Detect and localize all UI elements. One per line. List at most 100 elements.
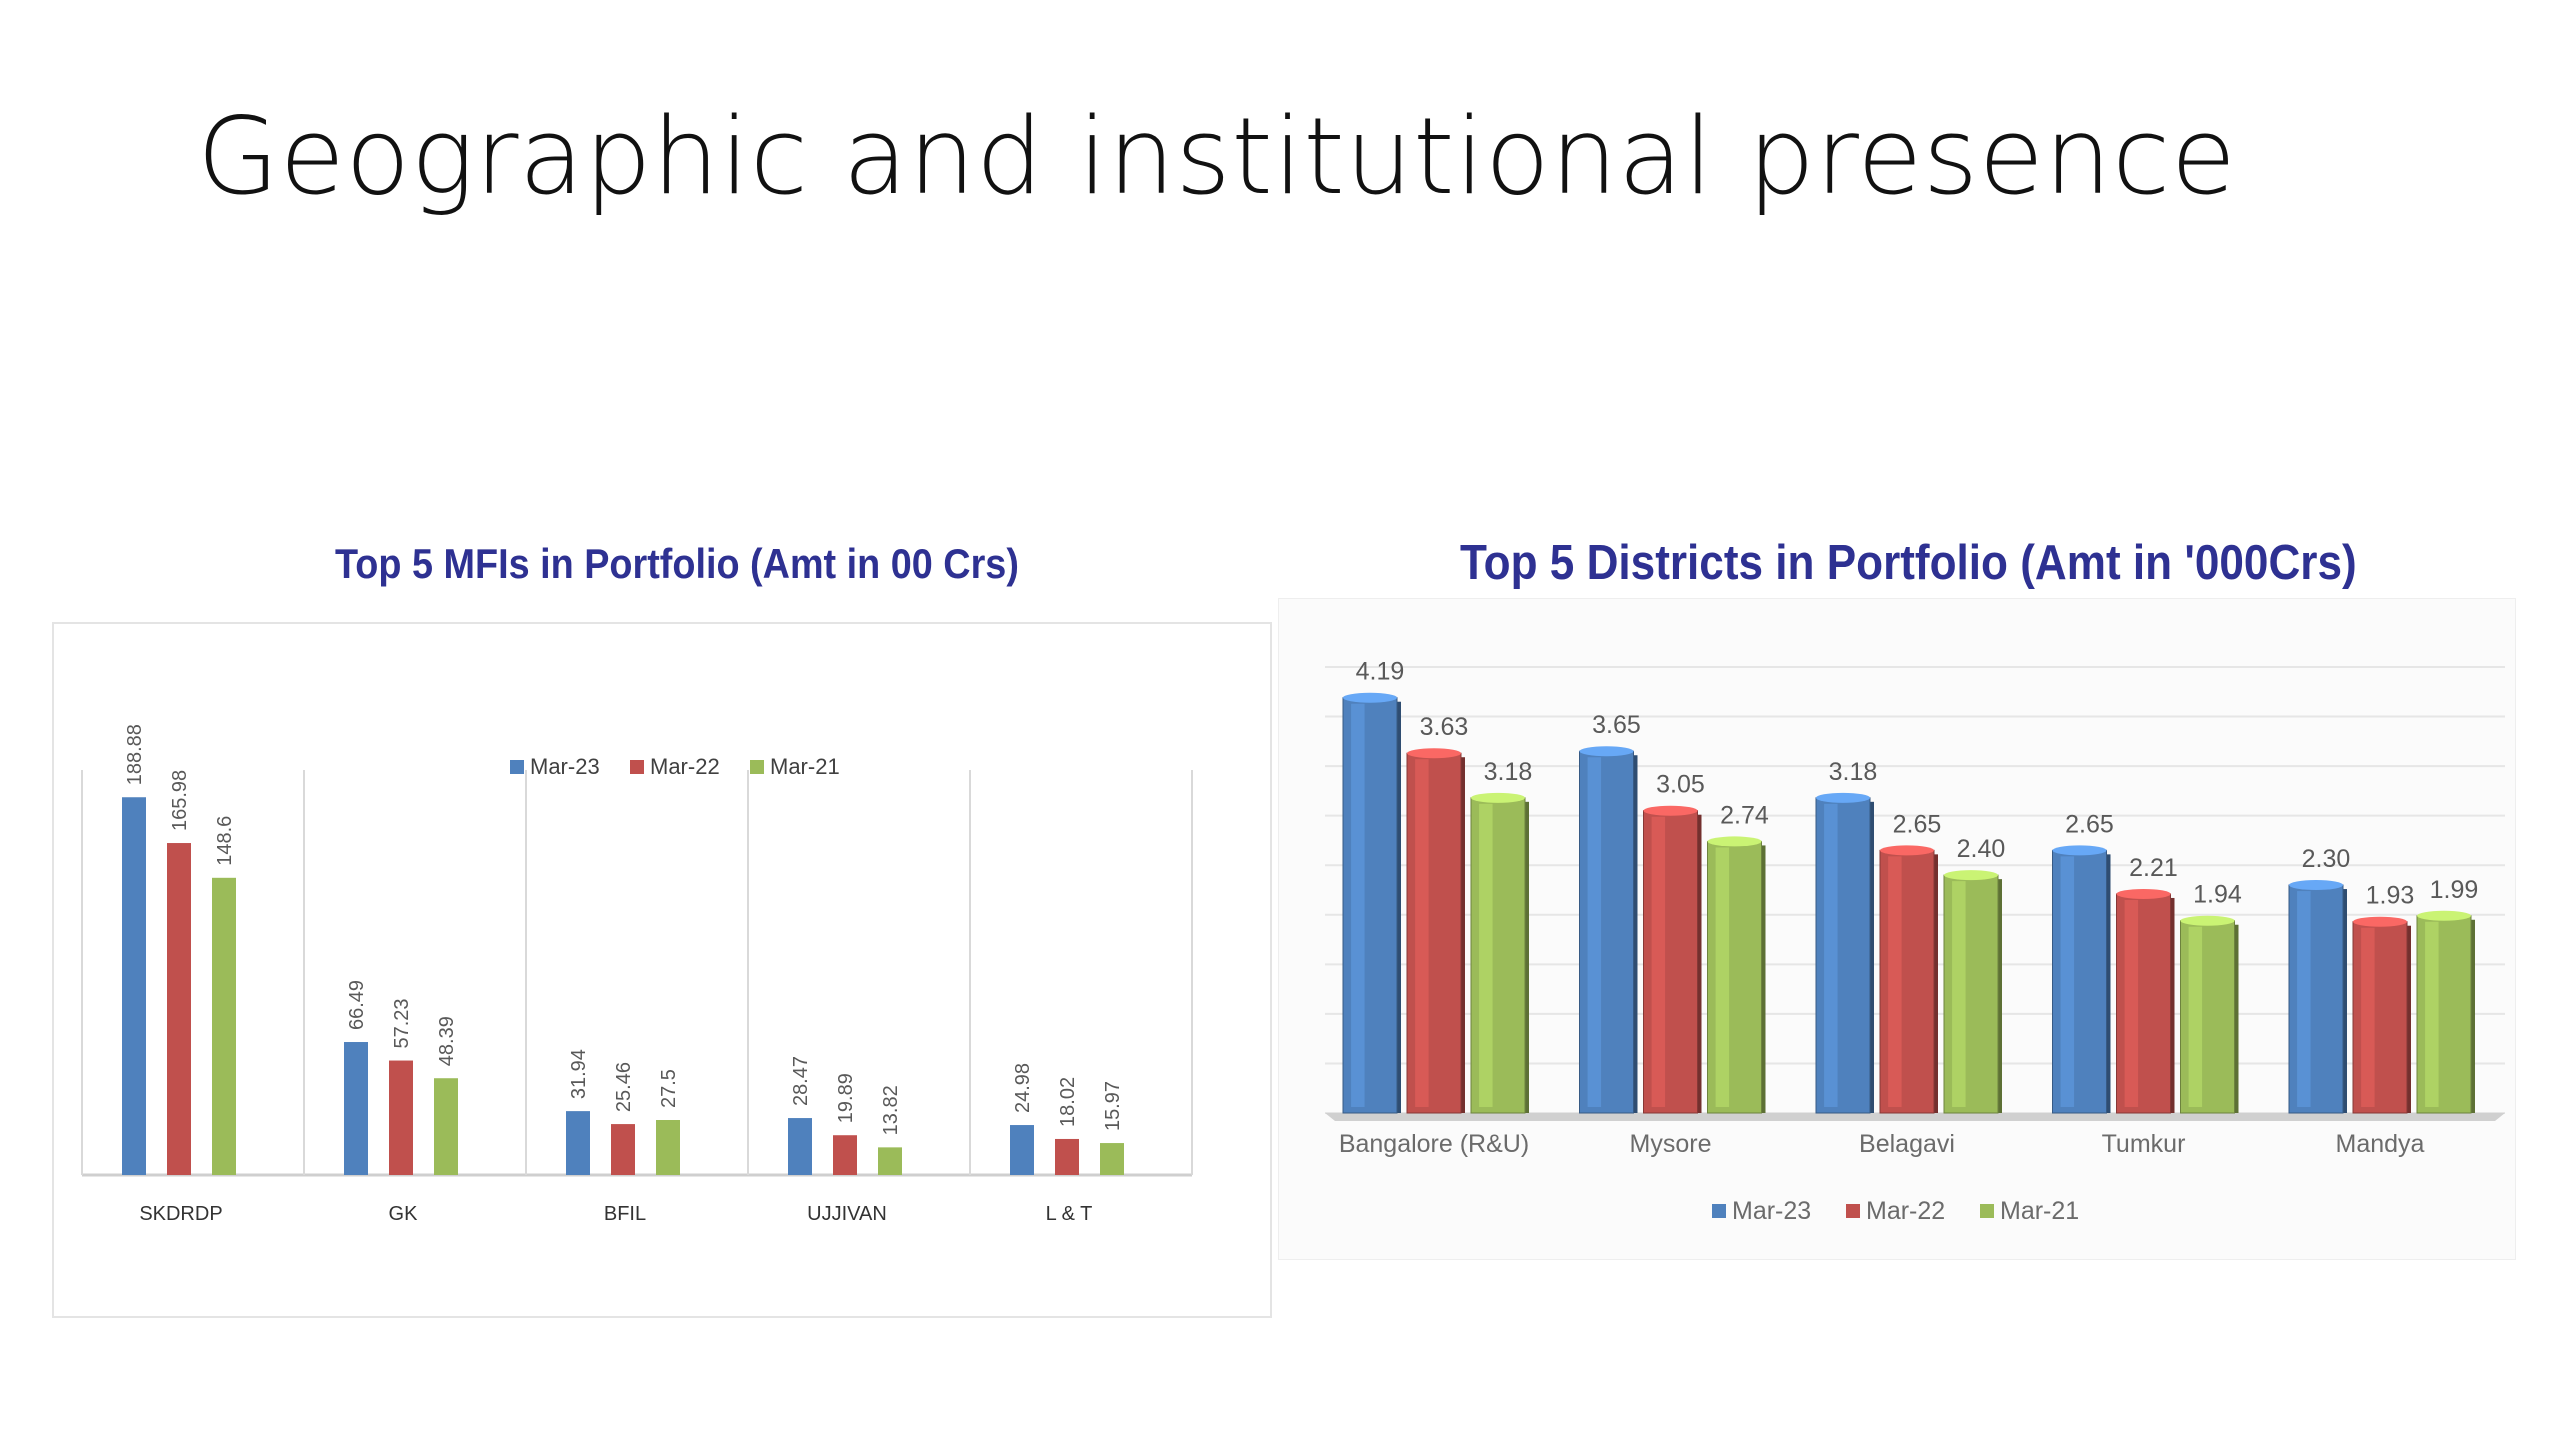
- bar-highlight: [2060, 856, 2075, 1107]
- legend-label-mar-21: Mar-21: [770, 754, 840, 779]
- category-label-bangalore-r-u: Bangalore (R&U): [1339, 1130, 1529, 1158]
- bar-top: [2417, 910, 2471, 921]
- bar-top: [1579, 746, 1634, 757]
- category-label-bfil: BFIL: [604, 1203, 646, 1225]
- data-label-l-t-mar-22: 18.02: [1057, 1077, 1079, 1127]
- bar-bangalore-r-u-mar-23: [1342, 692, 1401, 1114]
- legend-label-mar-21: Mar-21: [2000, 1197, 2079, 1225]
- data-label-belagavi-mar-23: 3.18: [1829, 758, 1878, 786]
- bar-top: [1643, 805, 1698, 816]
- legend-swatch-mar-21: [1980, 1204, 1994, 1218]
- bar-belagavi-mar-21: [1943, 870, 2002, 1114]
- mfi-chart-title: Top 5 MFIs in Portfolio (Amt in 00 Crs): [335, 540, 1019, 587]
- bar-highlight: [1587, 757, 1602, 1107]
- legend-swatch-mar-23: [510, 760, 524, 774]
- bar-highlight: [2297, 891, 2311, 1107]
- data-label-bfil-mar-22: 25.46: [613, 1062, 635, 1112]
- category-label-l-t: L & T: [1046, 1203, 1093, 1225]
- data-label-bangalore-r-u-mar-22: 3.63: [1420, 713, 1469, 741]
- bar-mysore-mar-21: [1707, 836, 1766, 1114]
- bar-l-t-mar-23: [1010, 1125, 1034, 1175]
- bar-highlight: [1888, 856, 1902, 1107]
- data-label-skdrdp-mar-23: 188.88: [124, 724, 146, 785]
- bar-bfil-mar-23: [566, 1111, 590, 1175]
- category-label-tumkur: Tumkur: [2102, 1130, 2186, 1158]
- bar-belagavi-mar-22: [1879, 845, 1938, 1114]
- data-label-skdrdp-mar-21: 148.6: [214, 816, 236, 866]
- legend-label-mar-23: Mar-23: [530, 754, 600, 779]
- data-label-mandya-mar-22: 1.93: [2366, 882, 2415, 910]
- mfi-chart: Mar-23 Mar-22 Mar-21 188.88 165.98 148.6 SKDRD…: [81, 724, 1193, 1225]
- bar-gk-mar-22: [389, 1060, 413, 1175]
- bar-highlight: [1715, 847, 1730, 1107]
- data-label-mysore-mar-23: 3.65: [1592, 711, 1641, 739]
- legend-swatch-mar-22: [630, 760, 644, 774]
- bar-l-t-mar-21: [1100, 1143, 1124, 1175]
- data-label-mysore-mar-22: 3.05: [1656, 771, 1705, 799]
- bar-highlight: [1479, 803, 1493, 1107]
- legend-label-mar-23: Mar-23: [1732, 1197, 1811, 1225]
- data-label-l-t-mar-21: 15.97: [1102, 1081, 1124, 1131]
- bar-top: [2116, 888, 2171, 899]
- bar-top: [1880, 845, 1934, 856]
- data-label-mysore-mar-21: 2.74: [1720, 801, 1769, 829]
- data-label-bfil-mar-21: 27.5: [658, 1069, 680, 1108]
- data-label-ujjivan-mar-21: 13.82: [880, 1085, 902, 1135]
- category-label-mysore: Mysore: [1630, 1130, 1712, 1158]
- bar-mandya-mar-23: [2288, 880, 2347, 1114]
- bar-mandya-mar-21: [2416, 910, 2475, 1114]
- bar-highlight: [2361, 927, 2375, 1107]
- legend-swatch-mar-21: [750, 760, 764, 774]
- bar-bangalore-r-u-mar-21: [1470, 792, 1529, 1114]
- data-label-ujjivan-mar-22: 19.89: [835, 1073, 857, 1123]
- slide-title: Geographic and institutional presence: [197, 95, 2237, 218]
- bar-top: [1816, 792, 1870, 803]
- data-label-belagavi-mar-21: 2.40: [1957, 835, 2006, 863]
- bar-highlight: [1351, 703, 1365, 1107]
- bar-belagavi-mar-23: [1815, 792, 1874, 1114]
- bar-top: [1343, 692, 1397, 703]
- bar-bangalore-r-u-mar-22: [1406, 748, 1465, 1114]
- category-label-gk: GK: [389, 1203, 419, 1225]
- bar-ujjivan-mar-22: [833, 1135, 857, 1175]
- bar-top: [1707, 836, 1762, 847]
- bar-bfil-mar-21: [656, 1120, 680, 1175]
- data-label-gk-mar-23: 66.49: [346, 980, 368, 1030]
- bar-mysore-mar-22: [1643, 805, 1702, 1114]
- bar-skdrdp-mar-23: [122, 797, 146, 1175]
- category-label-belagavi: Belagavi: [1859, 1130, 1955, 1158]
- data-label-mandya-mar-21: 1.99: [2430, 876, 2479, 904]
- bar-top: [2353, 916, 2407, 927]
- data-label-tumkur-mar-21: 1.94: [2193, 881, 2242, 909]
- bar-highlight: [1824, 803, 1838, 1107]
- bar-skdrdp-mar-22: [167, 843, 191, 1175]
- data-label-ujjivan-mar-23: 28.47: [790, 1056, 812, 1106]
- data-label-mandya-mar-23: 2.30: [2302, 845, 2351, 873]
- data-label-skdrdp-mar-22: 165.98: [169, 770, 191, 831]
- data-label-bfil-mar-23: 31.94: [568, 1049, 590, 1099]
- bar-tumkur-mar-23: [2052, 845, 2111, 1114]
- legend-swatch-mar-22: [1846, 1204, 1860, 1218]
- mfi-chart-panel: [52, 622, 1272, 1318]
- bar-tumkur-mar-22: [2116, 888, 2175, 1114]
- bar-top: [2180, 915, 2235, 926]
- bar-top: [2052, 845, 2107, 856]
- data-label-bangalore-r-u-mar-23: 4.19: [1356, 658, 1405, 686]
- bar-ujjivan-mar-23: [788, 1118, 812, 1175]
- legend-label-mar-22: Mar-22: [1866, 1197, 1945, 1225]
- bar-skdrdp-mar-21: [212, 877, 236, 1175]
- data-label-bangalore-r-u-mar-21: 3.18: [1484, 758, 1533, 786]
- district-chart-title: Top 5 Districts in Portfolio (Amt in '00…: [1460, 536, 2357, 590]
- bar-mysore-mar-23: [1579, 746, 1638, 1114]
- bar-mandya-mar-22: [2352, 916, 2411, 1114]
- data-label-tumkur-mar-23: 2.65: [2065, 810, 2114, 838]
- data-label-belagavi-mar-22: 2.65: [1893, 810, 1942, 838]
- legend-swatch-mar-23: [1712, 1204, 1726, 1218]
- bar-highlight: [1651, 816, 1666, 1107]
- category-label-ujjivan: UJJIVAN: [807, 1203, 887, 1225]
- bar-bfil-mar-22: [611, 1124, 635, 1175]
- bar-l-t-mar-22: [1055, 1138, 1079, 1175]
- category-label-mandya: Mandya: [2336, 1130, 2425, 1158]
- data-label-l-t-mar-23: 24.98: [1012, 1063, 1034, 1113]
- data-label-gk-mar-22: 57.23: [391, 998, 413, 1048]
